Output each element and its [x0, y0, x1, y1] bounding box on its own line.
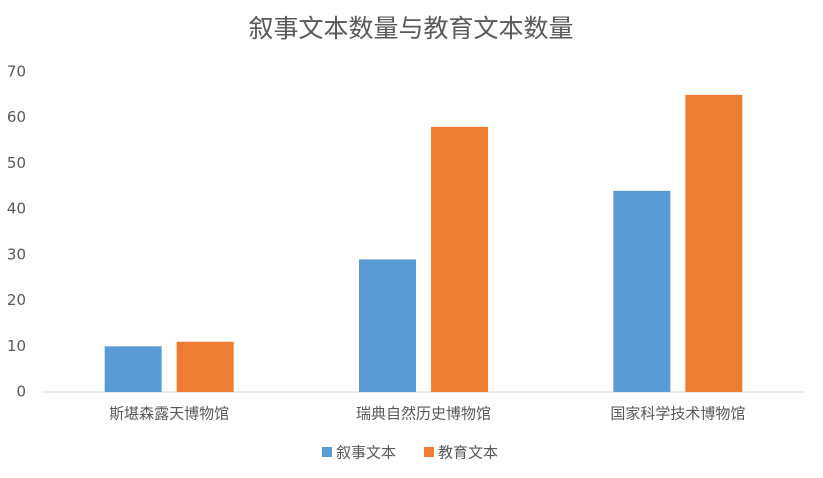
- legend-label: 教育文本: [438, 444, 498, 462]
- y-tick-label: 20: [7, 291, 26, 309]
- x-tick-label: 斯堪森露天博物馆: [109, 405, 229, 423]
- x-tick-label: 国家科学技术博物馆: [610, 405, 745, 423]
- bar: [685, 94, 743, 392]
- bar: [104, 346, 162, 392]
- bar: [176, 341, 234, 392]
- chart-title: 叙事文本数量与教育文本数量: [248, 14, 573, 43]
- legend-swatch: [424, 447, 434, 457]
- y-tick-label: 40: [7, 200, 26, 218]
- legend-swatch: [322, 447, 332, 457]
- y-tick-label: 50: [7, 154, 26, 172]
- y-tick-label: 60: [7, 108, 26, 126]
- legend-label: 叙事文本: [336, 444, 396, 462]
- y-tick-label: 0: [16, 383, 26, 401]
- bar: [359, 259, 416, 392]
- y-tick-label: 30: [7, 245, 26, 263]
- y-tick-label: 10: [7, 337, 26, 355]
- y-tick-label: 70: [7, 63, 26, 81]
- bar: [431, 126, 488, 392]
- bar: [613, 190, 671, 392]
- x-tick-label: 瑞典自然历史博物馆: [356, 405, 491, 423]
